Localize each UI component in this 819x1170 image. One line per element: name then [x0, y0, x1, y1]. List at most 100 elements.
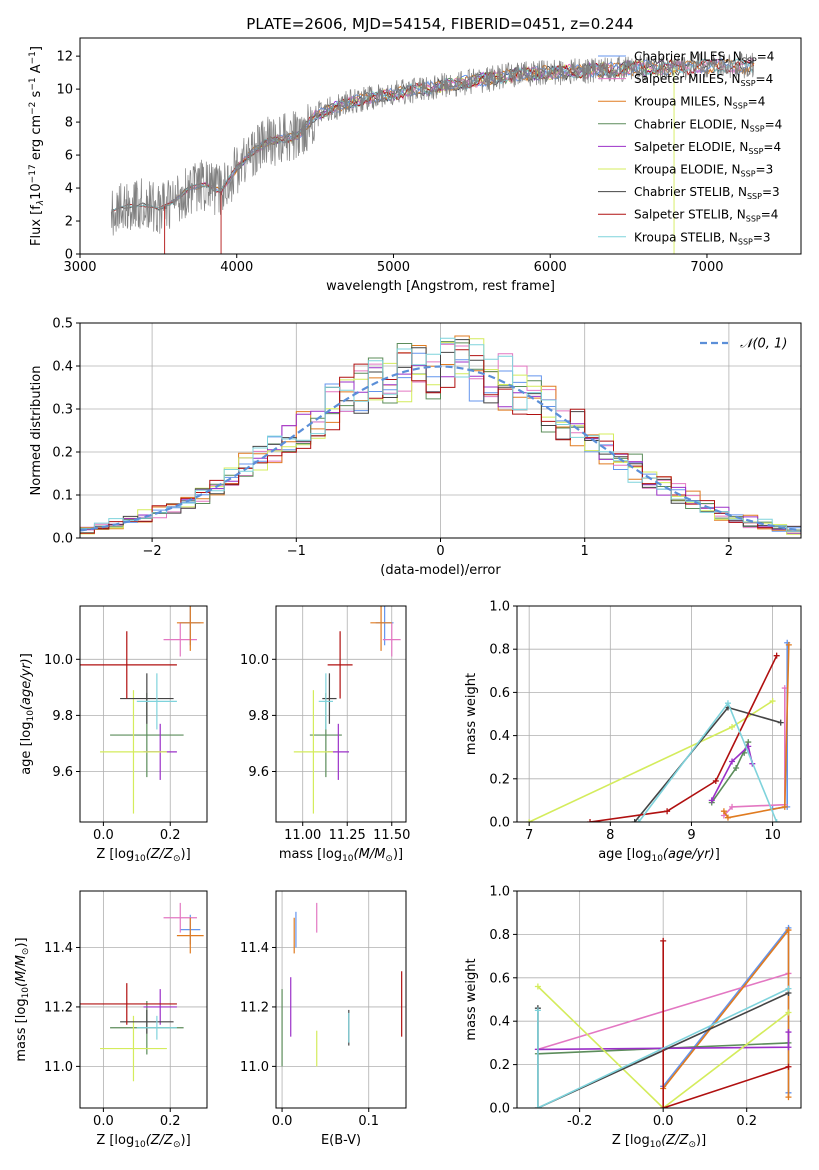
y-tick-label: 9.8 [52, 709, 73, 724]
age-massweight-panel: 7 8 9 10 0.0 0.2 0.4 0.6 0.8 1.0 age [log10(age/yr… [464, 600, 802, 864]
errorbar-point [163, 902, 197, 933]
mass-weight-line [723, 644, 790, 819]
x-axis-label: wavelength [Angstrom, rest frame] [326, 279, 555, 294]
mass-weight-line [537, 987, 789, 1108]
y-tick-label: 2 [65, 215, 73, 230]
errorbar-point [100, 1015, 167, 1082]
mass-weight-marker [724, 814, 731, 821]
x-tick-label: 5000 [377, 260, 410, 275]
x-tick-label: 0.0 [93, 1114, 114, 1129]
axes-frame [275, 890, 407, 1109]
y-tick-label: 0.2 [489, 1058, 510, 1073]
mass-weight-line [662, 940, 789, 1108]
y-tick-label: 9.6 [52, 765, 73, 780]
x-tick-label: 0.2 [160, 828, 181, 843]
y-axis-label: mass weight [464, 958, 479, 1040]
plot-area [293, 606, 401, 814]
mass-weight-marker [785, 985, 792, 992]
axes-frame [516, 890, 802, 1109]
errorbar-point [327, 631, 353, 699]
y-axis-label: Normed distribution [29, 366, 44, 496]
y-tick-label: 0.0 [52, 532, 73, 547]
x-tick-label: 11.25 [329, 828, 366, 843]
y-tick-label: 9.8 [248, 709, 269, 724]
mass-weight-marker [769, 698, 776, 705]
errorbar-point [318, 673, 333, 730]
errorbar-point [120, 673, 174, 724]
metallicity-mass-panel: 0.0 0.2 11.0 11.2 11.4 Z [log10(Z/Z⊙)] mass [l… [14, 890, 208, 1150]
mass-weight-marker [785, 1029, 792, 1036]
errorbar-point [120, 1009, 174, 1034]
mass-age-panel: 11.00 11.25 11.50 9.6 9.8 10.0 mass [log10(M/M… [240, 605, 410, 864]
y-tick-label: 11.2 [44, 1000, 73, 1015]
x-axis-label: mass [log10(M/M⊙)] [279, 847, 403, 864]
y-tick-label: 12 [56, 50, 73, 65]
plot-area [80, 902, 204, 1082]
x-tick-label: 7000 [690, 260, 723, 275]
plot-area [281, 902, 403, 1067]
x-tick-label: -0.2 [567, 1114, 592, 1129]
mass-weight-marker [773, 652, 780, 659]
errorbar-point [176, 917, 204, 954]
mass-weight-marker [526, 819, 533, 822]
errorbar-point [136, 1015, 177, 1040]
x-tick-label: 10 [764, 828, 781, 843]
y-tick-label: 11.0 [240, 1060, 269, 1075]
mass-weight-marker [712, 777, 719, 784]
y-axis-label: mass [log10(M/M⊙)] [14, 937, 31, 1061]
plot-area [110, 52, 755, 254]
x-tick-label: −1 [287, 544, 306, 559]
mass-weight-marker [720, 808, 727, 815]
mass-weight-line [589, 655, 778, 822]
mass-weight-marker [534, 983, 541, 990]
y-axis-label: mass weight [464, 673, 479, 755]
plot-area [526, 639, 792, 822]
errorbar-point [136, 673, 177, 730]
x-axis-label: E(B-V) [321, 1133, 361, 1148]
metallicity-age-panel: 0.0 0.2 9.6 9.8 10.0 Z [log10(Z/Z⊙)] age [log1… [19, 605, 208, 864]
y-tick-label: 0.3 [52, 403, 73, 418]
x-tick-label: 0 [436, 544, 444, 559]
y-tick-label: 0.2 [489, 772, 510, 787]
legend-label: Kroupa ELODIE, NSSP=3 [634, 163, 773, 179]
y-tick-label: 0.4 [489, 729, 510, 744]
y-tick-label: 10 [56, 83, 73, 98]
mass-weight-line [638, 701, 778, 822]
mass-weight-line [662, 927, 790, 1098]
errorbar-point [143, 989, 177, 1025]
x-axis-label: age [log10(age/yr)] [598, 847, 720, 864]
axes-frame [79, 605, 208, 823]
mass-weight-marker [660, 1105, 667, 1108]
extinction-mass-panel: 0.0 0.1 11.0 11.2 11.4 E(B-V) [240, 890, 407, 1148]
x-tick-label: 0.1 [358, 1114, 379, 1129]
y-tick-label: 10.0 [240, 653, 269, 668]
legend-label: Kroupa MILES, NSSP=4 [634, 95, 765, 111]
metallicity-massweight-panel: -0.2 0.0 0.2 0.0 0.2 0.4 0.6 0.8 1.0 Z [log10(Z/Z… [464, 885, 802, 1150]
y-tick-label: 0.8 [489, 643, 510, 658]
x-tick-label: 0.2 [736, 1114, 757, 1129]
mass-weight-marker [773, 819, 780, 822]
mass-weight-marker [660, 937, 667, 944]
axes-frame [516, 605, 802, 823]
y-tick-label: 1.0 [489, 600, 510, 615]
y-tick-label: 11.0 [44, 1060, 73, 1075]
x-axis-label: Z [log10(Z/Z⊙)] [96, 1133, 190, 1150]
y-axis-label: age [log10(age/yr)] [19, 653, 36, 775]
x-tick-label: 0.0 [653, 1114, 674, 1129]
x-tick-label: 11.00 [284, 828, 321, 843]
mass-weight-marker [664, 808, 671, 815]
mass-weight-marker [785, 1009, 792, 1016]
mass-weight-marker [785, 1063, 792, 1070]
y-tick-label: 0 [65, 248, 73, 263]
mass-weight-marker [635, 819, 642, 822]
mass-weight-line [537, 985, 789, 1108]
plot-area [534, 924, 792, 1108]
x-tick-label: 0.0 [93, 828, 114, 843]
y-tick-label: 0.0 [489, 816, 510, 831]
x-tick-label: 6000 [534, 260, 567, 275]
mass-weight-marker [785, 1044, 792, 1051]
plot-area [80, 606, 204, 814]
y-tick-label: 9.6 [248, 765, 269, 780]
x-tick-label: 8 [606, 828, 614, 843]
legend-label: Salpeter MILES, NSSP=4 [634, 72, 773, 88]
